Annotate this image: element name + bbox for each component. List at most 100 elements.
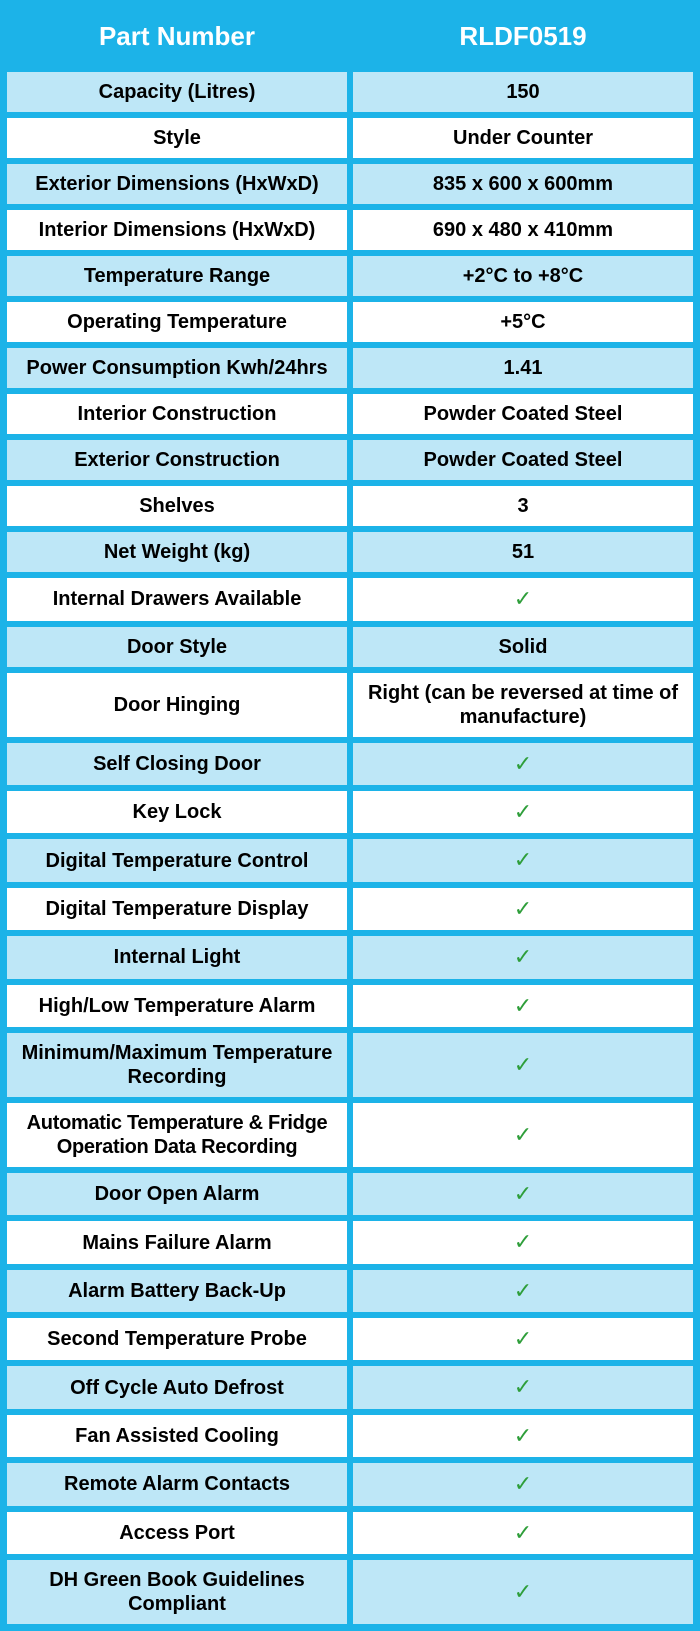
row-value: +2°C to +8°C xyxy=(350,253,696,299)
row-label: Key Lock xyxy=(4,788,350,836)
row-value: +5°C xyxy=(350,299,696,345)
row-label: Minimum/Maximum Temperature Recording xyxy=(4,1030,350,1100)
table-row: DH Green Book Guidelines Compliant ✓ xyxy=(4,1557,696,1627)
table-row: Second Temperature Probe ✓ xyxy=(4,1315,696,1363)
row-label: Alarm Battery Back-Up xyxy=(4,1267,350,1315)
row-value: ✓ xyxy=(350,788,696,836)
table-row: Fan Assisted Cooling✓ xyxy=(4,1412,696,1460)
row-value: 3 xyxy=(350,483,696,529)
row-value: 150 xyxy=(350,69,696,115)
table-row: Door StyleSolid xyxy=(4,624,696,670)
row-label: High/Low Temperature Alarm xyxy=(4,982,350,1030)
check-icon: ✓ xyxy=(514,1278,532,1303)
row-value: ✓ xyxy=(350,836,696,884)
check-icon: ✓ xyxy=(514,1471,532,1496)
header-value: RLDF0519 xyxy=(350,4,696,69)
row-label: Fan Assisted Cooling xyxy=(4,1412,350,1460)
row-value: ✓ xyxy=(350,1100,696,1170)
check-icon: ✓ xyxy=(514,1579,532,1604)
check-icon: ✓ xyxy=(514,896,532,921)
row-value: ✓ xyxy=(350,1315,696,1363)
row-value: ✓ xyxy=(350,1509,696,1557)
row-value: Under Counter xyxy=(350,115,696,161)
table-row: Interior Dimensions (HxWxD)690 x 480 x 4… xyxy=(4,207,696,253)
row-label: Internal Light xyxy=(4,933,350,981)
row-label: Remote Alarm Contacts xyxy=(4,1460,350,1508)
table-row: Automatic Temperature & Fridge Operation… xyxy=(4,1100,696,1170)
row-value: ✓ xyxy=(350,1363,696,1411)
check-icon: ✓ xyxy=(514,993,532,1018)
row-value: Right (can be reversed at time of manufa… xyxy=(350,670,696,740)
row-label: Self Closing Door xyxy=(4,740,350,788)
table-body: Capacity (Litres)150StyleUnder CounterEx… xyxy=(4,69,696,1627)
table-row: Exterior Dimensions (HxWxD)835 x 600 x 6… xyxy=(4,161,696,207)
row-value: ✓ xyxy=(350,1218,696,1266)
row-label: Digital Temperature Control xyxy=(4,836,350,884)
check-icon: ✓ xyxy=(514,1181,532,1206)
check-icon: ✓ xyxy=(514,1520,532,1545)
row-label: DH Green Book Guidelines Compliant xyxy=(4,1557,350,1627)
table-row: Power Consumption Kwh/24hrs1.41 xyxy=(4,345,696,391)
row-label: Internal Drawers Available xyxy=(4,575,350,623)
table-row: Operating Temperature+5°C xyxy=(4,299,696,345)
row-value: ✓ xyxy=(350,1557,696,1627)
check-icon: ✓ xyxy=(514,1052,532,1077)
row-value: ✓ xyxy=(350,575,696,623)
row-label: Interior Dimensions (HxWxD) xyxy=(4,207,350,253)
table-row: Off Cycle Auto Defrost✓ xyxy=(4,1363,696,1411)
table-row: Minimum/Maximum Temperature Recording ✓ xyxy=(4,1030,696,1100)
row-label: Door Hinging xyxy=(4,670,350,740)
check-icon: ✓ xyxy=(514,1326,532,1351)
row-value: ✓ xyxy=(350,1460,696,1508)
check-icon: ✓ xyxy=(514,1229,532,1254)
table-row: Door HingingRight (can be reversed at ti… xyxy=(4,670,696,740)
check-icon: ✓ xyxy=(514,586,532,611)
row-value: ✓ xyxy=(350,933,696,981)
table-row: Access Port ✓ xyxy=(4,1509,696,1557)
table-row: Temperature Range+2°C to +8°C xyxy=(4,253,696,299)
row-label: Digital Temperature Display xyxy=(4,885,350,933)
row-label: Access Port xyxy=(4,1509,350,1557)
table-row: Mains Failure Alarm ✓ xyxy=(4,1218,696,1266)
row-value: Powder Coated Steel xyxy=(350,437,696,483)
table-row: High/Low Temperature Alarm ✓ xyxy=(4,982,696,1030)
row-value: 690 x 480 x 410mm xyxy=(350,207,696,253)
row-label: Capacity (Litres) xyxy=(4,69,350,115)
row-value: Solid xyxy=(350,624,696,670)
row-label: Power Consumption Kwh/24hrs xyxy=(4,345,350,391)
table-row: Net Weight (kg)51 xyxy=(4,529,696,575)
row-value: ✓ xyxy=(350,1412,696,1460)
spec-table: Part Number RLDF0519 Capacity (Litres)15… xyxy=(0,0,700,1631)
row-label: Automatic Temperature & Fridge Operation… xyxy=(4,1100,350,1170)
table-row: StyleUnder Counter xyxy=(4,115,696,161)
table-row: Key Lock ✓ xyxy=(4,788,696,836)
row-label: Door Open Alarm xyxy=(4,1170,350,1218)
row-value: ✓ xyxy=(350,740,696,788)
table-row: Digital Temperature Display ✓ xyxy=(4,885,696,933)
table-row: Interior ConstructionPowder Coated Steel xyxy=(4,391,696,437)
row-value: 51 xyxy=(350,529,696,575)
row-value: 1.41 xyxy=(350,345,696,391)
check-icon: ✓ xyxy=(514,751,532,776)
row-label: Door Style xyxy=(4,624,350,670)
table-row: Internal Light✓ xyxy=(4,933,696,981)
row-label: Shelves xyxy=(4,483,350,529)
check-icon: ✓ xyxy=(514,1122,532,1147)
row-label: Exterior Dimensions (HxWxD) xyxy=(4,161,350,207)
table-header-row: Part Number RLDF0519 xyxy=(4,4,696,69)
table-row: Alarm Battery Back-Up ✓ xyxy=(4,1267,696,1315)
check-icon: ✓ xyxy=(514,1374,532,1399)
header-label: Part Number xyxy=(4,4,350,69)
check-icon: ✓ xyxy=(514,799,532,824)
row-label: Mains Failure Alarm xyxy=(4,1218,350,1266)
check-icon: ✓ xyxy=(514,847,532,872)
table-row: Self Closing Door ✓ xyxy=(4,740,696,788)
row-value: ✓ xyxy=(350,982,696,1030)
table-row: Shelves3 xyxy=(4,483,696,529)
row-value: ✓ xyxy=(350,1267,696,1315)
row-value: Powder Coated Steel xyxy=(350,391,696,437)
row-value: ✓ xyxy=(350,885,696,933)
row-label: Second Temperature Probe xyxy=(4,1315,350,1363)
table-row: Internal Drawers Available ✓ xyxy=(4,575,696,623)
row-label: Style xyxy=(4,115,350,161)
